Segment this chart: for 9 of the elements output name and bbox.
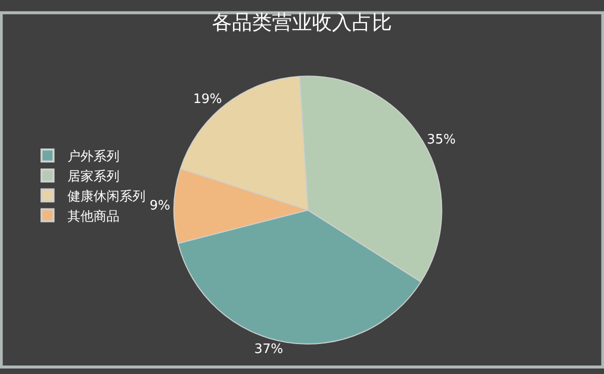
legend-label: 健康休闲系列 [68,189,146,204]
legend-label: 其他商品 [68,209,120,224]
data-label: 35% [426,132,456,148]
data-label: 37% [254,342,284,358]
legend-label: 户外系列 [68,150,120,165]
data-label: 9% [150,198,170,214]
chart-title: 各品类营业收入占比 [212,10,392,34]
legend-label: 居家系列 [68,168,120,185]
data-label: 19% [193,92,222,108]
